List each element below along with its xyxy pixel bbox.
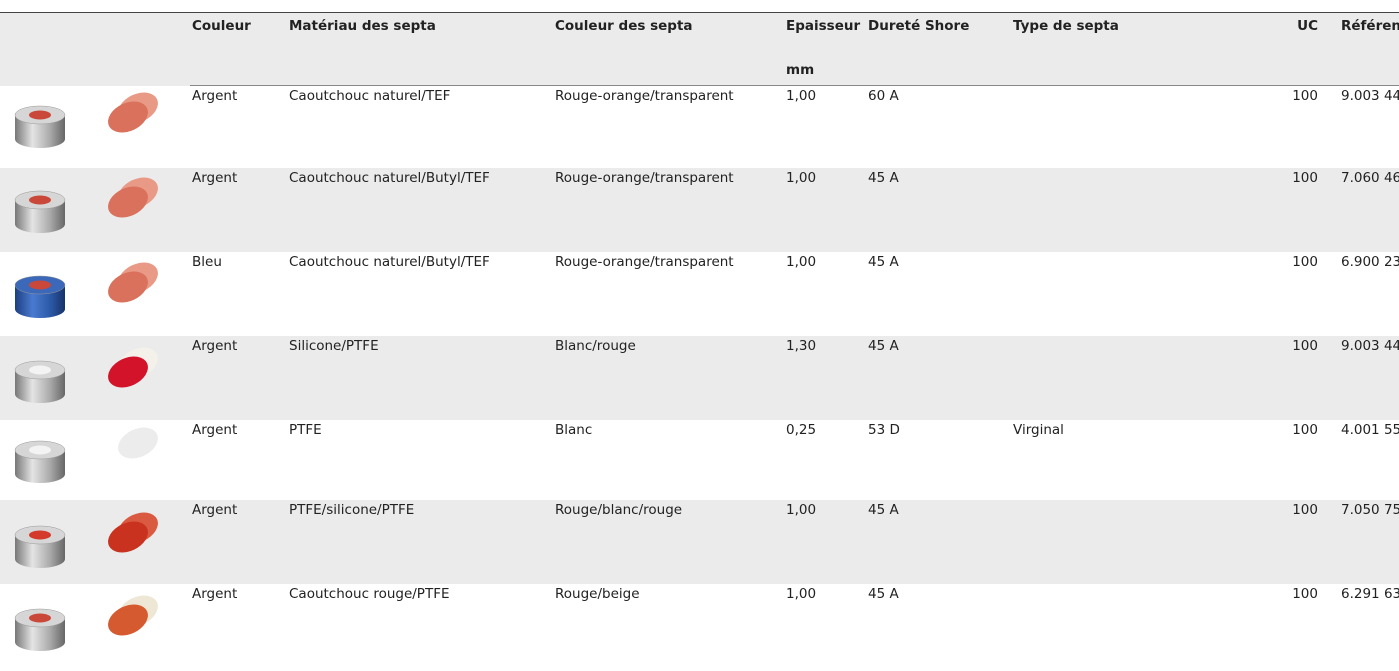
cell-reference: 6.900 233 — [1341, 254, 1399, 270]
cell-color: Argent — [192, 422, 238, 438]
cell-thickness: 1,00 — [786, 254, 817, 270]
cell-uc: 100 — [1292, 586, 1318, 602]
cell-material: Caoutchouc naturel/Butyl/TEF — [289, 170, 490, 186]
column-header: UC — [1297, 18, 1318, 34]
icon-part — [108, 604, 148, 636]
cell-hardness: 45 A — [868, 338, 899, 354]
cell-uc: 100 — [1292, 338, 1318, 354]
cell-color: Argent — [192, 502, 238, 518]
cell-material: Caoutchouc naturel/TEF — [289, 88, 451, 104]
cell-uc: 100 — [1292, 422, 1318, 438]
icon-part — [29, 110, 51, 120]
icon-part — [15, 535, 65, 568]
cell-hardness: 45 A — [868, 254, 899, 270]
cell-hardness: 53 D — [868, 422, 900, 438]
cell-color: Argent — [192, 88, 238, 104]
icon-part — [108, 186, 148, 218]
cell-material: Caoutchouc naturel/Butyl/TEF — [289, 254, 490, 270]
cell-thickness: 1,00 — [786, 88, 817, 104]
cell-material: PTFE — [289, 422, 322, 438]
icon-part — [29, 280, 51, 290]
cell-uc: 100 — [1292, 170, 1318, 186]
icon-part — [15, 200, 65, 233]
cell-septa-color: Blanc/rouge — [555, 338, 636, 354]
cell-reference: 9.003 446 — [1341, 338, 1399, 354]
cell-thickness: 1,00 — [786, 170, 817, 186]
cell-septa-color: Blanc — [555, 422, 593, 438]
row-band — [0, 500, 1399, 584]
cell-reference: 7.050 759 — [1341, 502, 1399, 518]
icon-part — [15, 618, 65, 651]
icon-part — [108, 101, 148, 133]
cell-thickness: 1,30 — [786, 338, 817, 354]
cell-reference: 9.003 441 — [1341, 88, 1399, 104]
icon-part — [118, 427, 158, 459]
icon-part — [29, 195, 51, 205]
column-header: Epaisseur — [786, 18, 861, 34]
header-band — [0, 12, 1399, 86]
icon-part — [108, 356, 148, 388]
icon-part — [29, 445, 51, 455]
cell-uc: 100 — [1292, 254, 1318, 270]
icon-part — [108, 271, 148, 303]
cell-uc: 100 — [1292, 88, 1318, 104]
cell-hardness: 45 A — [868, 170, 899, 186]
cell-thickness: 1,00 — [786, 502, 817, 518]
cell-color: Argent — [192, 170, 238, 186]
cell-reference: 7.060 469 — [1341, 170, 1399, 186]
column-header: Matériau des septa — [289, 18, 436, 34]
cell-material: PTFE/silicone/PTFE — [289, 502, 415, 518]
icon-part — [29, 365, 51, 375]
cell-hardness: 45 A — [868, 586, 899, 602]
cell-thickness: 1,00 — [786, 586, 817, 602]
icon-part — [15, 115, 65, 148]
thickness-unit: mm — [786, 62, 815, 78]
cell-thickness: 0,25 — [786, 422, 817, 438]
cell-septa-color: Rouge-orange/transparent — [555, 88, 734, 104]
cell-reference: 4.001 559 — [1341, 422, 1399, 438]
header-rule — [190, 85, 1399, 86]
cell-hardness: 60 A — [868, 88, 899, 104]
cell-septa-color: Rouge/blanc/rouge — [555, 502, 683, 518]
icon-part — [108, 521, 148, 553]
column-header: Couleur des septa — [555, 18, 693, 34]
cell-color: Bleu — [192, 254, 222, 270]
icon-part — [29, 530, 51, 540]
cell-uc: 100 — [1292, 502, 1318, 518]
cell-material: Caoutchouc rouge/PTFE — [289, 586, 450, 602]
column-header: Dureté Shore — [868, 18, 970, 34]
column-header: Référence — [1341, 18, 1399, 34]
icon-part — [29, 613, 51, 623]
cell-color: Argent — [192, 586, 238, 602]
cell-septa-color: Rouge/beige — [555, 586, 640, 602]
column-header: Couleur — [192, 18, 251, 34]
cell-septa-color: Rouge-orange/transparent — [555, 254, 734, 270]
cell-color: Argent — [192, 338, 238, 354]
cell-type: Virginal — [1013, 422, 1064, 438]
cell-septa-color: Rouge-orange/transparent — [555, 170, 734, 186]
column-header: Type de septa — [1013, 18, 1119, 34]
cell-hardness: 45 A — [868, 502, 899, 518]
icon-part — [15, 370, 65, 403]
cell-reference: 6.291 637 — [1341, 586, 1399, 602]
icon-part — [15, 285, 65, 318]
row-band — [0, 168, 1399, 252]
icon-part — [15, 450, 65, 483]
row-band — [0, 336, 1399, 420]
cell-material: Silicone/PTFE — [289, 338, 379, 354]
